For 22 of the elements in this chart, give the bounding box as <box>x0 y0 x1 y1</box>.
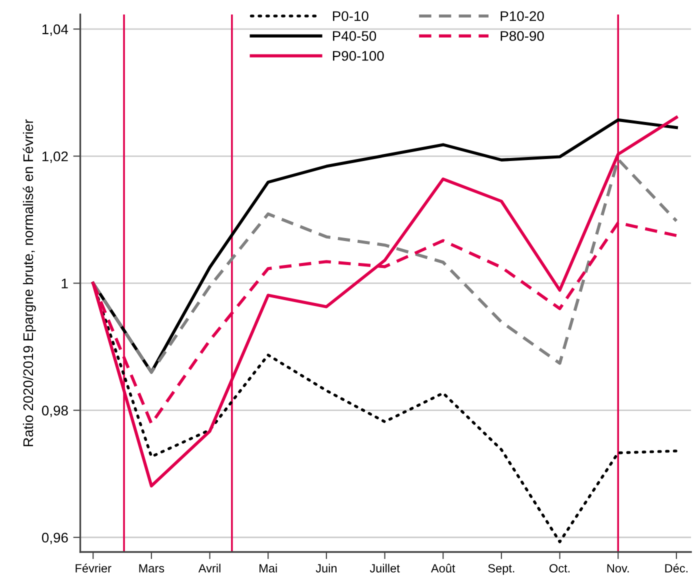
x-tick-label: Déc. <box>665 564 688 572</box>
x-tick-label: Mai <box>260 564 277 572</box>
x-tick-label: Mars <box>139 564 164 572</box>
legend-label: P40-50 <box>332 31 376 41</box>
y-tick-label: 1 <box>62 278 68 288</box>
legend-label: P0-10 <box>332 11 368 22</box>
legend-label: P10-20 <box>500 11 544 22</box>
y-tick-label: 1,04 <box>42 24 68 36</box>
x-tick-label: Février <box>76 564 112 572</box>
x-tick-label: Sept. <box>488 564 514 575</box>
y-axis-title: Ratio 2020/2019 Epargne brute, normalisé en Février <box>22 119 36 446</box>
legend-label: P90-100 <box>332 50 384 61</box>
y-tick-label: 1,02 <box>42 151 68 163</box>
x-tick-label: Août <box>430 564 456 572</box>
x-tick-label: Juin <box>316 564 336 572</box>
legend-label: P80-90 <box>500 31 544 41</box>
x-tick-label: Avril <box>198 564 220 572</box>
x-tick-label: Oct. <box>550 564 570 572</box>
x-tick-label: Nov. <box>607 564 629 572</box>
x-tick-label: Juillet <box>370 564 400 572</box>
y-tick-label: 0,98 <box>42 406 68 418</box>
y-tick-label: 0,96 <box>42 532 68 544</box>
